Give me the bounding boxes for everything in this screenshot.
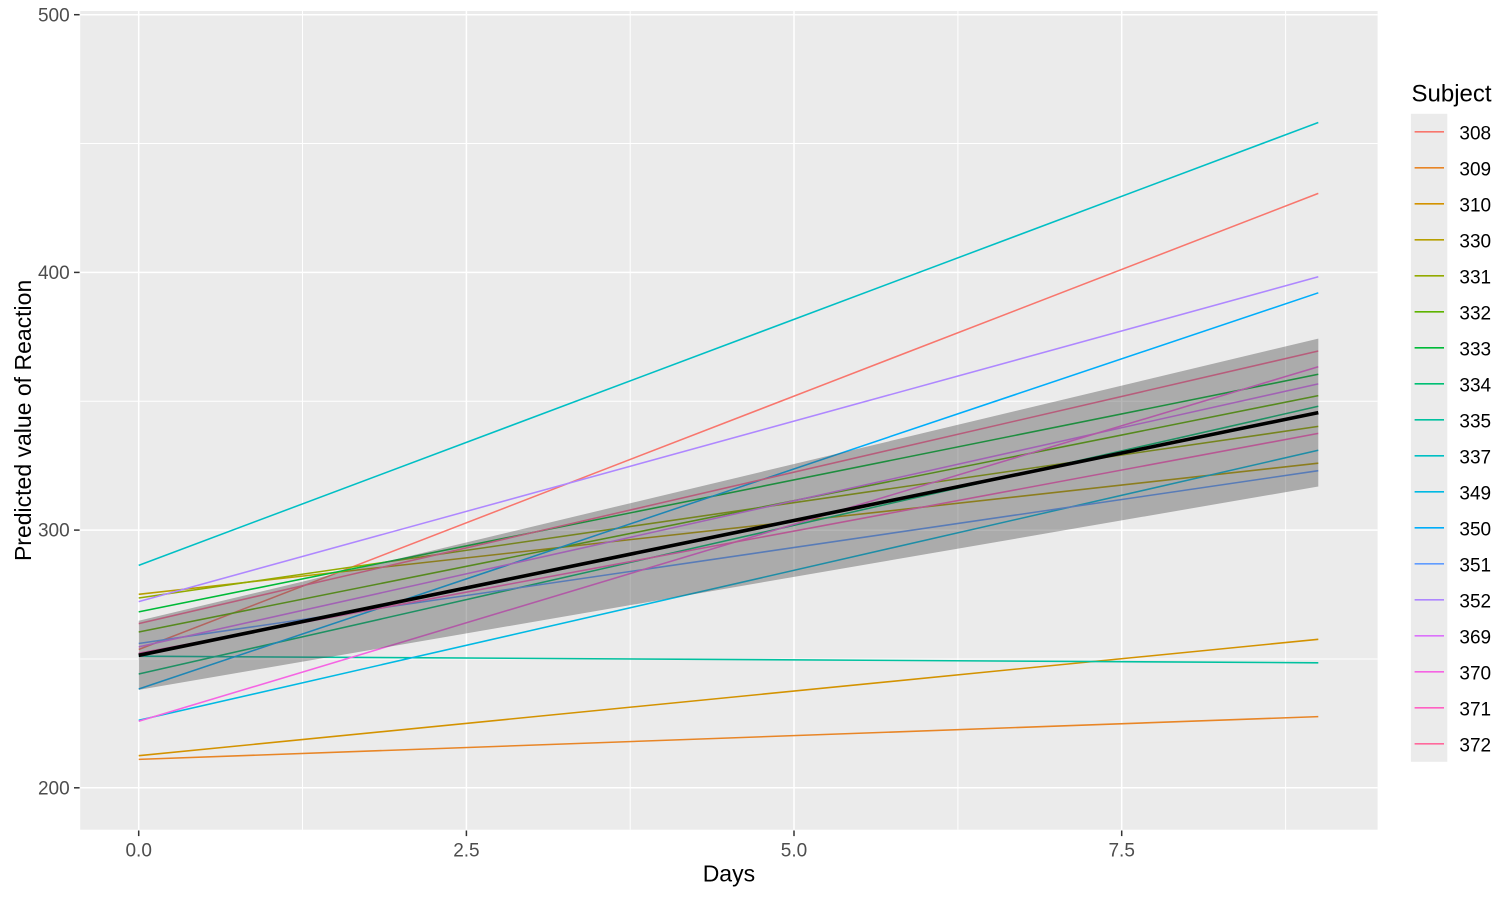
svg-text:331: 331: [1459, 267, 1491, 288]
svg-text:333: 333: [1459, 339, 1491, 360]
svg-text:332: 332: [1459, 303, 1491, 324]
svg-text:370: 370: [1459, 663, 1491, 684]
svg-text:349: 349: [1459, 483, 1491, 504]
svg-text:2.5: 2.5: [453, 841, 479, 862]
svg-text:351: 351: [1459, 555, 1491, 576]
svg-text:Days: Days: [703, 861, 755, 887]
svg-text:400: 400: [38, 263, 70, 284]
svg-text:337: 337: [1459, 447, 1491, 468]
svg-text:372: 372: [1459, 735, 1491, 756]
svg-text:330: 330: [1459, 231, 1491, 252]
svg-text:500: 500: [38, 5, 70, 26]
svg-text:310: 310: [1459, 195, 1491, 216]
svg-text:308: 308: [1459, 123, 1491, 144]
svg-text:Subject: Subject: [1412, 81, 1492, 108]
svg-text:200: 200: [38, 778, 70, 799]
svg-text:371: 371: [1459, 699, 1491, 720]
svg-text:334: 334: [1459, 375, 1491, 396]
svg-text:350: 350: [1459, 519, 1491, 540]
svg-text:7.5: 7.5: [1108, 841, 1134, 862]
svg-text:5.0: 5.0: [781, 841, 807, 862]
svg-text:335: 335: [1459, 411, 1491, 432]
svg-text:300: 300: [38, 521, 70, 542]
svg-text:369: 369: [1459, 627, 1491, 648]
svg-text:Predicted value of Reaction: Predicted value of Reaction: [10, 280, 36, 561]
svg-text:0.0: 0.0: [125, 841, 151, 862]
svg-text:309: 309: [1459, 159, 1491, 180]
svg-text:352: 352: [1459, 591, 1491, 612]
